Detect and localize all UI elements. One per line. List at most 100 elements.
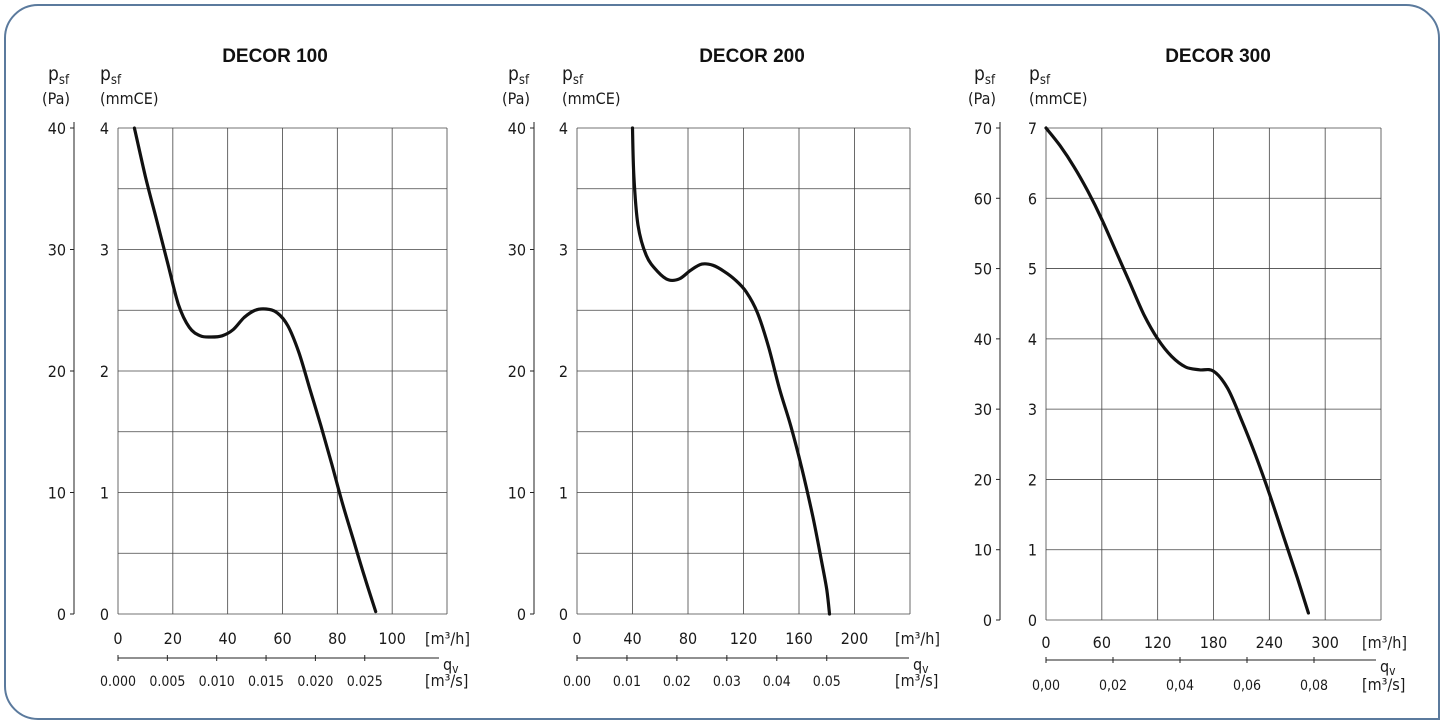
chart-title: DECOR 100 [222, 46, 328, 67]
x-tick-label: 180 [1200, 633, 1227, 652]
y-tick-right-label: 1 [559, 484, 568, 503]
x-tick-label: 300 [1311, 633, 1338, 652]
x2-tick-label: 0.02 [663, 674, 691, 690]
x-tick-label: 0 [1041, 633, 1050, 652]
x2-axis-unit: [m³/s] [1362, 675, 1405, 694]
x-tick-label: 60 [273, 629, 291, 648]
x2-tick-label: 0,06 [1233, 678, 1261, 694]
series-curve [132, 126, 378, 614]
x-tick-label: 80 [328, 629, 346, 648]
y-tick-right-label: 2 [559, 362, 568, 381]
y-tick-right-label: 4 [100, 119, 109, 138]
y-tick-right-label: 0 [100, 605, 109, 624]
x-tick-label: 0 [113, 629, 122, 648]
y-tick-left-label: 60 [974, 189, 992, 208]
x-tick-label: 200 [841, 629, 868, 648]
y-tick-left-label: 20 [508, 362, 526, 381]
y-tick-left-label: 10 [508, 484, 526, 503]
chart-decor-1: DECOR 100psf(Pa)psf(mmCE)010203040012340… [42, 46, 470, 690]
y-tick-left-label: 20 [48, 362, 66, 381]
y-axis-right-unit: (mmCE) [100, 89, 158, 108]
y-tick-left-label: 30 [974, 400, 992, 419]
y-axis-right-label: psf [100, 63, 122, 88]
y-axis-right-label: psf [562, 63, 584, 88]
y-tick-right-label: 2 [100, 362, 109, 381]
y-tick-left-label: 30 [48, 241, 66, 260]
y-tick-right-label: 1 [100, 484, 109, 503]
x-axis-label: qv [443, 655, 459, 676]
x-tick-label: 120 [730, 629, 757, 648]
y-axis-right-label: psf [1029, 63, 1051, 88]
y-tick-left-label: 70 [974, 119, 992, 138]
y-axis-left-label: psf [508, 63, 530, 88]
y-tick-right-label: 3 [100, 241, 109, 260]
x-tick-label: 120 [1144, 633, 1171, 652]
y-tick-left-label: 40 [48, 119, 66, 138]
series-curve [1044, 126, 1310, 615]
y-tick-left-label: 0 [983, 611, 992, 630]
y-tick-right-label: 0 [1028, 611, 1037, 630]
x2-axis-unit: [m³/s] [425, 671, 468, 690]
x-tick-label: 60 [1093, 633, 1111, 652]
y-axis-left-label: psf [48, 63, 70, 88]
y-tick-right-label: 5 [1028, 260, 1037, 279]
x2-axis-unit: [m³/s] [895, 671, 938, 690]
x-tick-label: 0 [572, 629, 581, 648]
x2-tick-label: 0,04 [1166, 678, 1194, 694]
y-tick-right-label: 4 [559, 119, 568, 138]
x2-tick-label: 0.025 [347, 674, 383, 690]
x-tick-label: 160 [785, 629, 812, 648]
y-axis-left-unit: (Pa) [968, 89, 996, 108]
chart-decor-3: DECOR 300psf(Pa)psf(mmCE)010203040506070… [968, 46, 1407, 694]
y-tick-left-label: 10 [974, 541, 992, 560]
x2-tick-label: 0.000 [100, 674, 136, 690]
x-axis-unit: [m³/h] [895, 629, 940, 648]
x2-tick-label: 0.04 [763, 674, 791, 690]
x-tick-label: 40 [219, 629, 237, 648]
y-tick-right-label: 3 [559, 241, 568, 260]
x2-tick-label: 0,02 [1099, 678, 1127, 694]
x-axis-unit: [m³/h] [1362, 633, 1407, 652]
x2-tick-label: 0.020 [297, 674, 333, 690]
y-tick-right-label: 3 [1028, 400, 1037, 419]
y-tick-right-label: 2 [1028, 470, 1037, 489]
y-tick-right-label: 1 [1028, 541, 1037, 560]
y-tick-left-label: 0 [57, 605, 66, 624]
x2-tick-label: 0,00 [1032, 678, 1060, 694]
chart-decor-2: DECOR 200psf(Pa)psf(mmCE)010203040012340… [502, 46, 940, 690]
x-axis-label: qv [1380, 657, 1396, 678]
y-tick-right-label: 0 [559, 605, 568, 624]
y-tick-left-label: 50 [974, 260, 992, 279]
x2-tick-label: 0.01 [613, 674, 641, 690]
y-tick-left-label: 20 [974, 470, 992, 489]
y-tick-left-label: 0 [517, 605, 526, 624]
chart-title: DECOR 200 [699, 46, 805, 67]
series-curve [630, 126, 832, 616]
x2-tick-label: 0.010 [199, 674, 235, 690]
x-axis-label: qv [913, 655, 929, 676]
y-tick-right-label: 4 [1028, 330, 1037, 349]
x2-tick-label: 0,08 [1300, 678, 1328, 694]
x-tick-label: 80 [679, 629, 697, 648]
y-tick-left-label: 40 [508, 119, 526, 138]
y-tick-right-label: 7 [1028, 119, 1037, 138]
x-tick-label: 100 [378, 629, 405, 648]
x-tick-label: 20 [164, 629, 182, 648]
y-axis-right-unit: (mmCE) [562, 89, 620, 108]
x2-tick-label: 0.03 [713, 674, 741, 690]
x2-tick-label: 0.05 [813, 674, 841, 690]
y-axis-left-unit: (Pa) [502, 89, 530, 108]
y-axis-right-unit: (mmCE) [1029, 89, 1087, 108]
x2-tick-label: 0.015 [248, 674, 284, 690]
chart-title: DECOR 300 [1165, 46, 1271, 67]
x-axis-unit: [m³/h] [425, 629, 470, 648]
y-tick-left-label: 10 [48, 484, 66, 503]
x2-tick-label: 0.00 [563, 674, 591, 690]
x-tick-label: 240 [1256, 633, 1283, 652]
y-tick-right-label: 6 [1028, 189, 1037, 208]
y-axis-left-label: psf [974, 63, 996, 88]
y-axis-left-unit: (Pa) [42, 89, 70, 108]
y-tick-left-label: 40 [974, 330, 992, 349]
x-tick-label: 40 [623, 629, 641, 648]
